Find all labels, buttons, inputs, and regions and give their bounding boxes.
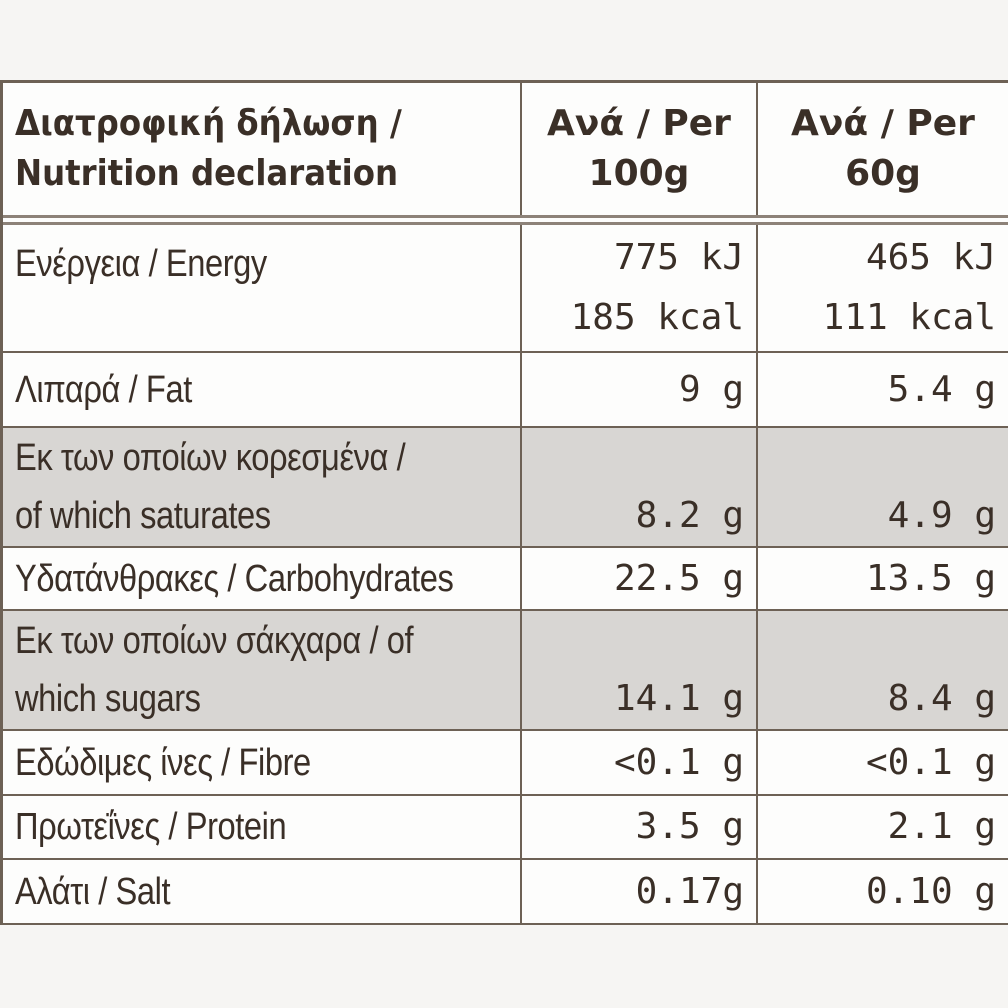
row-value: 775 kJ: [613, 237, 744, 278]
value-cell: 9 g: [522, 353, 758, 426]
row-value: 0.17g: [635, 870, 744, 912]
row-value: 4.9 g: [887, 495, 996, 536]
header-text: Ανά / Per: [547, 103, 731, 144]
row-value: <0.1 g: [613, 741, 744, 783]
value-cell: 8.4 g: [758, 611, 1008, 729]
value-cell: 2.1 g: [758, 796, 1008, 858]
table-row: Εκ των οποίων σάκχαρα / of which sugars 14…: [3, 611, 1008, 731]
row-value: 2.1 g: [887, 806, 996, 847]
row-value: 185 kcal: [570, 297, 744, 338]
row-label: of which saturates: [15, 495, 271, 537]
value-cell: <0.1 g: [758, 731, 1008, 794]
row-label: Εδώδιμες ίνες / Fibre: [15, 741, 311, 784]
label-cell: Αλάτι / Salt: [3, 860, 522, 923]
label-cell: Εδώδιμες ίνες / Fibre: [3, 731, 522, 794]
row-value: 8.4 g: [887, 678, 996, 719]
label-cell: Εκ των οποίων κορεσμένα / of which satura…: [3, 428, 522, 546]
row-value: <0.1 g: [865, 741, 996, 783]
row-value: 8.2 g: [635, 495, 744, 536]
value-cell: <0.1 g: [522, 731, 758, 794]
header-text: Διατροφική δήλωση /: [15, 103, 402, 144]
label-cell: Λιπαρά / Fat: [3, 353, 522, 426]
row-label: Ενέργεια / Energy: [15, 243, 267, 285]
value-cell: 0.10 g: [758, 860, 1008, 923]
value-cell: 4.9 g: [758, 428, 1008, 546]
header-text: 100g: [588, 153, 690, 194]
table-row: Εδώδιμες ίνες / Fibre <0.1 g <0.1 g: [3, 731, 1008, 796]
value-cell: 465 kJ 111 kcal: [758, 225, 1008, 351]
header-text: 60g: [845, 153, 921, 194]
value-cell: 5.4 g: [758, 353, 1008, 426]
value-cell: 14.1 g: [522, 611, 758, 729]
label-cell: Ενέργεια / Energy: [3, 225, 522, 351]
row-value: 5.4 g: [887, 368, 996, 410]
header-row: Διατροφική δήλωση / Nutrition declaration…: [3, 83, 1008, 225]
nutrition-table: Διατροφική δήλωση / Nutrition declaration…: [0, 80, 1008, 925]
label-cell: Υδατάνθρακες / Carbohydrates: [3, 548, 522, 609]
row-label: Λιπαρά / Fat: [15, 368, 192, 411]
row-label: Αλάτι / Salt: [15, 870, 171, 913]
value-cell: 3.5 g: [522, 796, 758, 858]
row-label: Εκ των οποίων κορεσμένα /: [15, 437, 406, 479]
table-row: Εκ των οποίων κορεσμένα / of which satura…: [3, 428, 1008, 548]
value-cell: 13.5 g: [758, 548, 1008, 609]
header-text: Ανά / Per: [791, 103, 975, 144]
row-value: 22.5 g: [613, 557, 744, 599]
value-cell: 0.17g: [522, 860, 758, 923]
row-value: 465 kJ: [865, 237, 996, 278]
table-row: Αλάτι / Salt 0.17g 0.10 g: [3, 860, 1008, 925]
value-cell: 22.5 g: [522, 548, 758, 609]
table-row: Λιπαρά / Fat 9 g 5.4 g: [3, 353, 1008, 428]
row-value: 13.5 g: [865, 557, 996, 599]
label-cell: Πρωτεΐνες / Protein: [3, 796, 522, 858]
header-cell: Διατροφική δήλωση / Nutrition declaration: [3, 83, 522, 215]
table-row: Ενέργεια / Energy 775 kJ 185 kcal 465 kJ 111…: [3, 225, 1008, 353]
value-cell: 775 kJ 185 kcal: [522, 225, 758, 351]
row-value: 0.10 g: [865, 870, 996, 912]
row-value: 111 kcal: [822, 297, 996, 338]
header-text: Nutrition declaration: [15, 153, 399, 194]
value-cell: 8.2 g: [522, 428, 758, 546]
row-label: Υδατάνθρακες / Carbohydrates: [15, 557, 454, 600]
row-label: Πρωτεΐνες / Protein: [15, 806, 287, 848]
row-label: Εκ των οποίων σάκχαρα / of: [15, 620, 414, 662]
label-cell: Εκ των οποίων σάκχαρα / of which sugars: [3, 611, 522, 729]
row-label: which sugars: [15, 678, 201, 720]
row-value: 14.1 g: [613, 678, 744, 719]
header-cell: Ανά / Per 100g: [522, 83, 758, 215]
table-row: Υδατάνθρακες / Carbohydrates 22.5 g 13.5 g: [3, 548, 1008, 611]
row-value: 3.5 g: [635, 806, 744, 847]
table-row: Πρωτεΐνες / Protein 3.5 g 2.1 g: [3, 796, 1008, 860]
header-cell: Ανά / Per 60g: [758, 83, 1008, 215]
row-value: 9 g: [678, 368, 744, 410]
